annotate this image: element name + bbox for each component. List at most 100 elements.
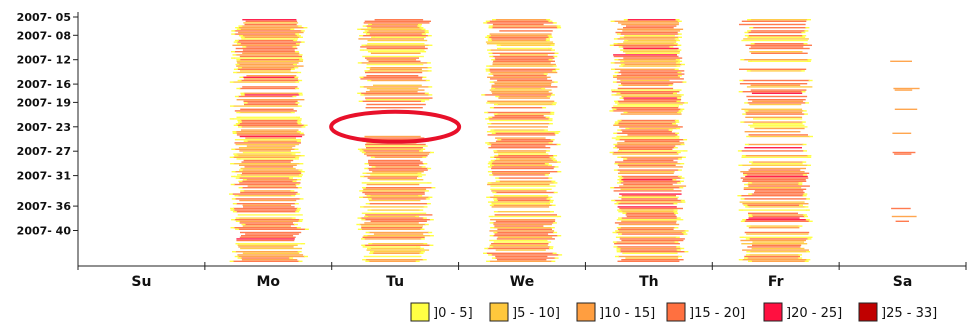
- heatmap-cell: [749, 70, 802, 72]
- heatmap-cell: [807, 155, 812, 157]
- heatmap-cell: [806, 60, 811, 62]
- heatmap-cell: [360, 228, 422, 230]
- heatmap-cell: [292, 95, 297, 98]
- heatmap-cell: [678, 60, 683, 62]
- heatmap-cell: [360, 206, 364, 208]
- heatmap-cell: [745, 116, 803, 118]
- heatmap-cell: [363, 31, 367, 34]
- heatmap-cell: [231, 171, 236, 173]
- heatmap-cell: [246, 145, 296, 147]
- heatmap-cell: [805, 209, 810, 211]
- heatmap-cell: [489, 235, 494, 237]
- heatmap-cell: [294, 158, 299, 160]
- heatmap-cell: [368, 169, 428, 171]
- heatmap-cell: [243, 140, 248, 142]
- heatmap-cell: [368, 161, 423, 163]
- heatmap-cell: [370, 79, 427, 82]
- heatmap-cell: [803, 193, 808, 195]
- heatmap-cell: [366, 59, 417, 61]
- heatmap-cell: [496, 150, 547, 152]
- heatmap-cell: [746, 204, 800, 206]
- heatmap-cell: [740, 171, 805, 173]
- heatmap-cell: [748, 215, 753, 218]
- heatmap-cell: [614, 243, 680, 245]
- heatmap-cell: [753, 118, 803, 120]
- heatmap-cell: [291, 217, 296, 219]
- legend-label: ]15 - 20]: [689, 306, 745, 321]
- heatmap-cell: [494, 214, 557, 216]
- heatmap-cell: [494, 203, 547, 205]
- heatmap-cell: [245, 179, 299, 181]
- heatmap-cell: [497, 228, 552, 230]
- heatmap-cell: [546, 95, 551, 98]
- heatmap-cell: [742, 180, 807, 182]
- heatmap-cell: [374, 36, 423, 38]
- heatmap-cell: [550, 211, 554, 213]
- heatmap-cell: [367, 177, 417, 179]
- heatmap-cell: [230, 207, 235, 210]
- heatmap-cell: [370, 174, 426, 176]
- heatmap-cell: [614, 123, 619, 125]
- heatmap-cell: [364, 44, 430, 46]
- heatmap-cell: [615, 230, 620, 232]
- heatmap-cell: [241, 38, 246, 40]
- heatmap-cell: [683, 139, 688, 141]
- heatmap-cell: [674, 241, 679, 243]
- heatmap-cell: [750, 36, 803, 38]
- heatmap-cell: [494, 103, 498, 106]
- heatmap-cell: [554, 166, 559, 168]
- heatmap-cell: [487, 38, 492, 40]
- heatmap-cell: [489, 65, 554, 67]
- heatmap-cell: [240, 70, 291, 72]
- heatmap-cell: [293, 39, 298, 42]
- heatmap-cell: [289, 257, 294, 259]
- heatmap-cell: [242, 151, 301, 154]
- heatmap-cell: [493, 60, 555, 62]
- heatmap-cell: [677, 20, 682, 22]
- x-tick-label: Tu: [386, 274, 404, 290]
- heatmap-cell: [802, 143, 807, 146]
- heatmap-cell: [680, 163, 685, 165]
- heatmap-cell: [242, 86, 298, 88]
- legend-swatch: [576, 302, 596, 322]
- heatmap-cell: [370, 251, 374, 253]
- heatmap-cell: [229, 193, 233, 195]
- heatmap-cell: [364, 153, 430, 155]
- heatmap-cell: [619, 126, 683, 128]
- heatmap-cell: [553, 155, 558, 157]
- heatmap-cell: [614, 102, 619, 104]
- heatmap-cell: [241, 187, 299, 189]
- heatmap-cell: [235, 47, 298, 50]
- heatmap-cell: [625, 214, 676, 216]
- heatmap-cell: [232, 203, 237, 205]
- heatmap-cell: [679, 180, 684, 182]
- heatmap-cell: [231, 148, 236, 150]
- heatmap-cell: [492, 107, 544, 109]
- heatmap-cell: [359, 35, 364, 37]
- heatmap-cell: [491, 203, 496, 205]
- heatmap-cell: [498, 180, 553, 182]
- heatmap-cell: [418, 195, 423, 197]
- heatmap-cell: [621, 198, 678, 200]
- heatmap-cell: [751, 60, 808, 62]
- heatmap-cell: [676, 65, 681, 67]
- heatmap-cell: [748, 169, 801, 171]
- heatmap-cell: [751, 182, 800, 184]
- heatmap-cell: [365, 71, 423, 74]
- heatmap-cell: [234, 110, 297, 112]
- heatmap-cell: [622, 131, 672, 133]
- heatmap-cell: [429, 235, 434, 237]
- heatmap-cell: [623, 19, 628, 21]
- heatmap-cell: [743, 121, 803, 123]
- heatmap-cell: [491, 91, 549, 93]
- heatmap-cell: [240, 92, 245, 94]
- heatmap-cell: [891, 215, 917, 218]
- heatmap-cell: [748, 124, 805, 126]
- heatmap-cell: [238, 187, 243, 189]
- heatmap-cell: [296, 227, 301, 229]
- heatmap-cell: [361, 137, 425, 139]
- heatmap-cell: [619, 36, 624, 38]
- heatmap-cell: [617, 142, 685, 144]
- heatmap-cell: [677, 33, 682, 35]
